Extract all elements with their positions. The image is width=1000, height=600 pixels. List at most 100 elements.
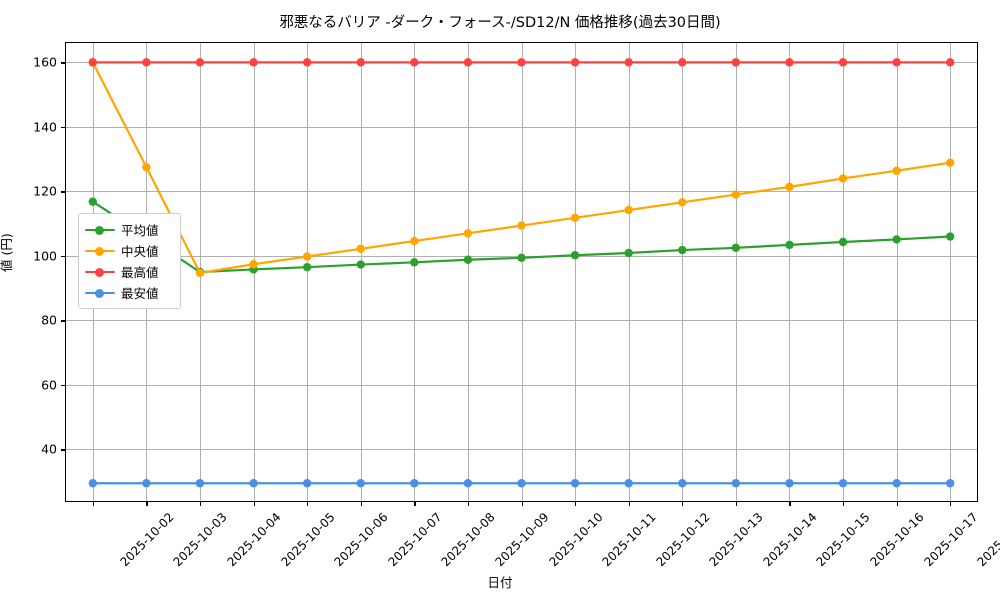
x-tick-mark [628,502,630,506]
y-tick-mark [61,191,65,193]
x-tick-mark [360,502,362,506]
data-point-marker [517,479,526,488]
data-point-marker [410,236,419,246]
gridline-vertical [575,43,577,501]
x-tick-mark [307,502,309,506]
chart-title: 邪悪なるバリア -ダーク・フォース-/SD12/N 価格推移(過去30日間) [279,15,721,31]
gridline-vertical [789,43,791,501]
x-tick-label: 2025-10-11 [599,510,659,570]
data-point-marker [302,479,312,488]
data-point-marker [624,479,633,488]
legend-label: 最安値 [121,286,159,301]
data-point-marker [678,198,687,207]
data-point-marker [785,58,794,67]
x-tick-label: 2025-10-03 [170,510,231,570]
data-point-marker [410,258,419,267]
x-tick-mark [199,502,202,506]
x-tick-label: 2025-10-14 [760,510,820,570]
data-point-marker [356,58,365,67]
legend-swatch-icon [85,287,115,299]
legend-item-4[interactable]: 最安値 [85,282,174,303]
data-point-marker [195,268,205,278]
x-tick-mark [843,502,845,506]
data-point-marker [356,260,365,269]
x-tick-label: 2025-10-04 [224,510,284,570]
legend-label: 最高値 [121,265,159,280]
data-point-marker [517,253,526,263]
data-point-marker [249,260,258,269]
data-point-marker [142,58,151,67]
legend-swatch-icon [85,245,115,257]
gridline-vertical [521,43,523,501]
legend-item-2[interactable]: 中央値 [85,240,174,261]
data-point-marker [88,58,97,67]
data-point-marker [946,58,955,67]
data-point-marker [678,58,687,67]
x-tick-mark [146,502,148,506]
data-point-marker [302,262,312,272]
data-point-marker [785,479,794,488]
x-tick-label: 2025-10-12 [653,510,713,570]
data-point-marker [517,58,526,67]
x-axis-label: 日付 [487,575,513,590]
data-point-marker [463,58,473,67]
y-tick-label: 120 [33,183,57,199]
data-point-marker [946,158,955,167]
gridline-vertical [307,43,309,501]
data-point-marker [624,58,633,67]
gridline-vertical [843,43,845,501]
y-tick-mark [61,255,65,258]
x-tick-mark [521,502,523,506]
data-point-marker [249,479,258,488]
data-point-marker [731,190,741,199]
y-tick-mark [61,384,65,387]
gridline-vertical [414,43,416,501]
legend-label: 平均値 [121,223,159,238]
data-point-marker [570,213,580,223]
legend-swatch-icon [85,266,115,278]
data-point-marker [570,479,580,488]
y-tick-mark [61,126,65,129]
plot-inner [66,43,977,501]
legend-label: 中央値 [121,244,159,259]
data-point-marker [946,232,955,241]
gridline-vertical [896,43,898,501]
x-tick-mark [92,502,94,506]
data-point-marker [892,166,901,175]
y-tick-label: 140 [33,119,57,135]
data-point-marker [946,479,955,488]
data-point-marker [838,174,848,183]
x-tick-label: 2025-10-02 [117,510,177,570]
data-point-marker [463,255,473,264]
x-tick-label: 2025-10-16 [867,510,927,570]
data-point-marker [624,205,633,215]
data-point-marker [356,479,365,488]
data-point-marker [356,244,365,253]
data-point-marker [785,182,794,192]
data-point-marker [838,479,848,488]
data-point-marker [892,235,901,244]
x-tick-label: 2025-10-15 [813,510,874,570]
data-point-marker [463,479,473,488]
x-tick-label: 2025-10-08 [438,510,498,570]
x-tick-label: 2025-10-09 [492,510,552,570]
y-tick-label: 100 [33,248,57,264]
data-point-marker [838,237,848,247]
gridline-vertical [735,43,737,501]
data-point-marker [463,229,473,238]
x-tick-mark [253,502,255,506]
data-point-marker [142,479,151,488]
data-point-marker [302,252,312,261]
data-point-marker [249,58,258,67]
data-point-marker [731,58,741,67]
data-point-marker [624,248,633,258]
legend-item-3[interactable]: 最高値 [85,261,174,282]
legend-item-1[interactable]: 平均値 [85,219,174,240]
data-point-marker [517,221,526,230]
plot-area [65,42,978,502]
data-point-marker [731,479,741,488]
x-tick-label: 2025-10-07 [385,510,445,570]
y-tick-label: 160 [33,54,57,70]
gridline-vertical [950,43,952,501]
